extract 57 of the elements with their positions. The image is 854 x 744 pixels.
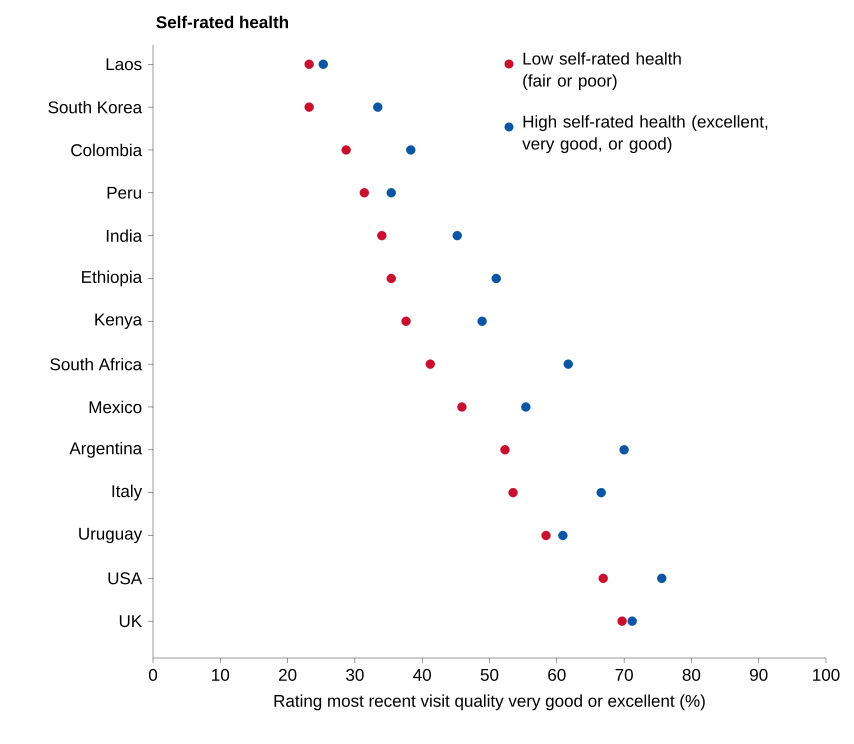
point	[492, 274, 501, 284]
point	[406, 145, 416, 155]
point	[598, 574, 608, 584]
x-tick-label: 80	[682, 668, 700, 681]
x-tick-label: 10	[212, 668, 230, 681]
point	[596, 488, 606, 498]
y-tick-label: Colombia	[71, 144, 142, 156]
point	[619, 445, 629, 455]
y-tick-label: Ethiopia	[82, 270, 142, 286]
point	[373, 102, 382, 112]
x-tick-label: 30	[346, 668, 364, 681]
point	[426, 359, 435, 369]
point	[558, 530, 568, 540]
y-tick-label: South Africa	[50, 358, 142, 370]
x-tick-label: 50	[480, 668, 498, 681]
point	[360, 188, 370, 198]
point	[386, 274, 396, 284]
y-tick-label: Uruguay	[79, 528, 142, 544]
y-tick-label: Italy	[112, 484, 142, 501]
y-tick-label: Laos	[106, 58, 142, 70]
x-tick-label: 20	[279, 668, 296, 681]
point	[304, 60, 314, 69]
chart-title: Self-rated health	[156, 16, 288, 28]
point	[500, 445, 510, 455]
point	[617, 616, 627, 626]
y-tick-label: Kenya	[95, 314, 142, 329]
x-tick-label: 40	[413, 668, 431, 681]
point	[452, 230, 462, 240]
point	[401, 316, 411, 326]
point	[477, 316, 487, 326]
point	[541, 530, 551, 540]
point	[508, 488, 518, 498]
x-tick-label: 60	[548, 668, 566, 681]
point	[318, 60, 328, 69]
x-axis-title: Rating most recent visit quality very good or excellent (%)	[274, 694, 705, 710]
y-tick-label: Peru	[108, 186, 142, 199]
y-tick-label: South Korea	[48, 100, 142, 114]
x-tick-label: 100	[813, 668, 840, 681]
point	[657, 574, 666, 584]
y-tick-label: India	[106, 229, 142, 242]
point	[386, 188, 396, 198]
x-tick-label: 0	[148, 668, 158, 681]
point	[457, 402, 467, 412]
point	[627, 616, 637, 626]
point	[341, 145, 351, 155]
point	[377, 230, 387, 240]
legend-label: High self-rated health (excellent, very good, or good)	[522, 115, 768, 154]
y-tick-label: UK	[120, 615, 142, 628]
point	[304, 102, 314, 112]
y-tick-label: Mexico	[90, 400, 142, 414]
x-tick-label: 70	[616, 668, 633, 681]
legend-label: Low self-rated health (fair or poor)	[523, 52, 681, 90]
y-tick-label: Argentina	[69, 442, 142, 458]
point	[564, 359, 573, 369]
y-tick-label: USA	[108, 572, 142, 584]
x-tick-label: 90	[750, 668, 768, 681]
point	[521, 402, 531, 412]
